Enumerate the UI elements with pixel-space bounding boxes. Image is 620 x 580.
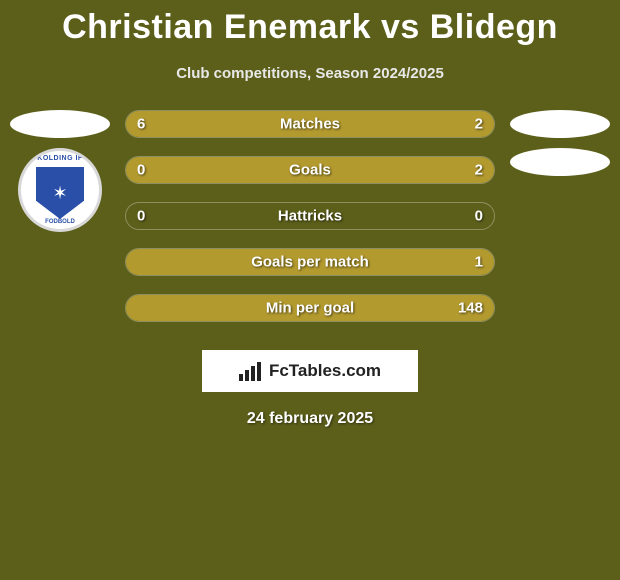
stat-row: Min per goal 148: [125, 294, 495, 322]
stat-bar-left: [126, 111, 402, 137]
stat-value-right: 1: [475, 254, 483, 271]
stat-value-right: 2: [475, 162, 483, 179]
comparison-subtitle: Club competitions, Season 2024/2025: [0, 65, 620, 82]
branding-text: FcTables.com: [269, 361, 381, 381]
club-badge-star-icon: ✶: [52, 184, 67, 202]
stat-label: Goals per match: [251, 254, 369, 271]
comparison-title: Christian Enemark vs Blidegn: [0, 0, 620, 47]
player-right-club-placeholder: [510, 148, 610, 176]
stat-label: Goals: [289, 162, 331, 179]
stat-bars: 6 Matches 2 0 Goals 2 0 Hattricks 0 Goals per mat…: [125, 110, 495, 322]
club-badge-top-text: KOLDING IF: [37, 155, 82, 162]
player-left-avatar-placeholder: [10, 110, 110, 138]
stat-value-left: 0: [137, 162, 145, 179]
branding-box: FcTables.com: [202, 350, 418, 392]
stat-label: Hattricks: [278, 208, 342, 225]
comparison-area: KOLDING IF ✶ FODBOLD 6 Matches 2 0 Goals 2 0 Ha…: [0, 110, 620, 322]
player-left-club-badge: KOLDING IF ✶ FODBOLD: [18, 148, 102, 232]
player-right-column: [505, 110, 615, 176]
stat-row: 6 Matches 2: [125, 110, 495, 138]
stat-value-right: 148: [458, 300, 483, 317]
date-line: 24 february 2025: [0, 410, 620, 428]
club-badge-bottom-text: FODBOLD: [45, 219, 75, 225]
stat-label: Matches: [280, 116, 340, 133]
stat-row: 0 Hattricks 0: [125, 202, 495, 230]
club-badge-shield: ✶: [36, 167, 84, 219]
stat-label: Min per goal: [266, 300, 354, 317]
stat-value-right: 0: [475, 208, 483, 225]
stat-row: 0 Goals 2: [125, 156, 495, 184]
player-left-column: KOLDING IF ✶ FODBOLD: [5, 110, 115, 232]
stat-row: Goals per match 1: [125, 248, 495, 276]
chart-icon: [239, 362, 261, 381]
stat-value-left: 6: [137, 116, 145, 133]
stat-value-right: 2: [475, 116, 483, 133]
player-right-avatar-placeholder: [510, 110, 610, 138]
stat-value-left: 0: [137, 208, 145, 225]
